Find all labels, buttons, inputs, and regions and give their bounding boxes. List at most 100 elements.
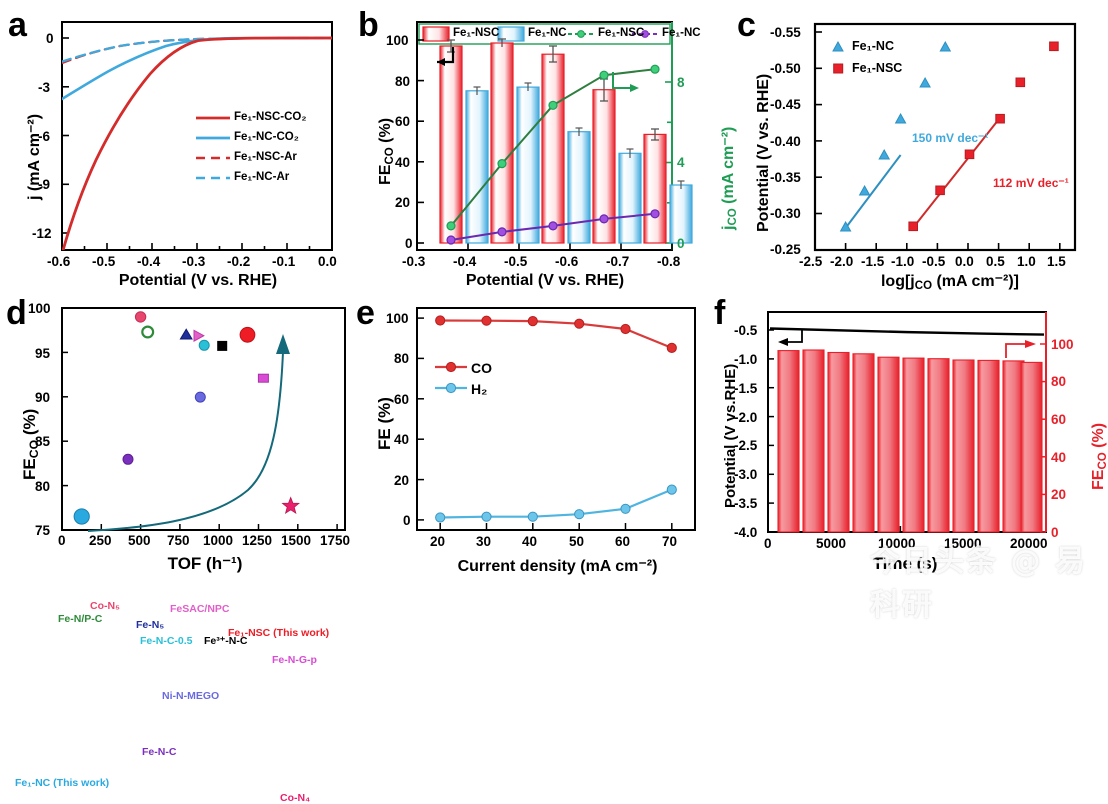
panel-f-y2tick-0: 0 [1051,525,1059,540]
panel-b-y2tick-2: 8 [677,75,685,90]
panel-f-y2label: FECO (%) [1090,423,1108,490]
panel-a-xtick-3: -0.3 [182,254,206,269]
panel-b-ytick-3: 60 [395,114,411,129]
panel-f-ytick-0: -0.5 [734,323,758,338]
panel-c-legend-0: Fe₁-NC [852,39,894,53]
panel-c: -2.5 -2.0 -1.5 -1.0 -0.5 0.0 0.5 1.0 1.5… [735,0,1108,292]
panel-a-ylabel: j (mA cm⁻²) [26,113,43,200]
panel-c-xlabel-sub: CO [914,279,933,292]
panel-f-y2tick-1: 20 [1051,487,1067,502]
panel-b-xlabel: Potential (V vs. RHE) [465,272,625,289]
panel-d-plot [61,307,346,532]
panel-c-plot [813,22,1077,252]
panel-c-xtick-4: -0.5 [922,254,946,269]
panel-f: 0 5000 10000 15000 20000 -0.5 -1.0 -1.5 … [710,290,1108,586]
panel-f-y2label-main: FE [1090,469,1107,490]
panel-b-y2tick-1: 4 [677,155,685,170]
panel-label-c: c [737,6,756,44]
panel-f-ylabel: Potential (V vs.RHE) [722,363,739,508]
panel-e-ytick-1: 20 [394,473,410,488]
panel-b-ytick-1: 20 [395,195,411,210]
panel-a-xtick-5: -0.1 [272,254,296,269]
panel-f-y2tick-3: 60 [1051,412,1067,427]
panel-c-ylabel: Potential (V vs. RHE) [755,73,772,232]
panel-a-xtick-2: -0.4 [137,254,161,269]
panel-d-xlabel: TOF (h⁻¹) [167,554,243,573]
panel-b-legend-3: Fe₁-NC [662,27,701,39]
panel-b-xtick-3: -0.6 [555,254,579,269]
panel-d-xtick-2: 500 [128,533,151,548]
panel-label-b: b [358,6,379,44]
panel-e-xtick-0: 20 [430,534,446,549]
panel-d-point-label-fe1-nc-this-work: Fe₁-NC (This work) [15,777,110,789]
panel-e-legend-1: H₂ [471,381,488,397]
panel-e-xtick-4: 60 [615,534,631,549]
panel-c-xtick-5: 0.0 [955,254,974,269]
panel-d-ytick-1: 80 [35,479,51,494]
panel-f-ytick-1: -1.0 [734,352,758,367]
panel-c-xtick-8: 1.5 [1047,254,1066,269]
panel-a-plot [61,21,333,251]
panel-d-xtick-3: 750 [167,533,190,548]
panel-b-xtick-5: -0.8 [657,254,681,269]
panel-d-ytick-5: 100 [28,301,51,316]
panel-f-xtick-4: 20000 [1010,536,1048,551]
panel-f-y2tick-4: 80 [1051,374,1067,389]
panel-a-legend-0: Fe₁-NSC-CO₂ [234,111,307,123]
panel-label-e: e [356,294,375,332]
panel-d-point-label-co-n4: Co-N₄ [280,792,311,804]
panel-c-xtick-1: -2.0 [830,254,854,269]
panel-e-xlabel: Current density (mA cm⁻²) [457,558,658,575]
panel-a-xtick-4: -0.2 [227,254,251,269]
panel-b-ytick-4: 80 [395,74,411,89]
panel-a-legend-3: Fe₁-NC-Ar [234,171,290,183]
panel-b-ylabel-main: FE [377,164,394,185]
panel-b-y2tick-0: 0 [677,236,685,251]
panel-d-point-label-fe-n-g-p: Fe-N-G-p [272,654,317,666]
panel-a-ytick-0: 0 [46,31,54,46]
panel-c-annotation-1: 112 mV dec⁻¹ [993,176,1069,190]
panel-d-xtick-4: 1000 [203,533,234,548]
panel-c-xtick-3: -1.0 [891,254,915,269]
panel-f-y2tick-5: 100 [1051,337,1074,352]
panel-d-ytick-4: 95 [35,346,51,361]
panel-d-point-label-fe-n-c: Fe-N-C [142,746,177,758]
panel-b-ylabel: FECO (%) [377,118,396,185]
panel-label-f: f [714,294,726,332]
panel-c-xlabel: log[jCO (mA cm⁻²)] [830,271,1070,292]
panel-a-xtick-0: -0.6 [47,254,71,269]
panel-f-ytick-6: -3.5 [734,496,758,511]
panel-d-point-label-ni-n-mego: Ni-N-MEGO [162,690,220,702]
panel-b-xtick-0: -0.3 [402,254,426,269]
panel-e-ytick-3: 60 [394,392,410,407]
panel-b-ytick-2: 40 [395,155,411,170]
panel-d: Co-N₅ Fe-N/P-C Fe-N₅ FeSAC/NPC Fe₁-NSC (… [0,290,360,804]
panel-f-plot [767,311,1047,533]
panel-e-ytick-2: 40 [394,432,410,447]
panel-a-ytick-4: -12 [32,226,52,241]
panel-e-ylabel: FE (%) [375,397,394,450]
panel-f-y2label-unit: (%) [1090,422,1107,453]
panel-b-plot [416,21,693,251]
panel-b-ytick-0: 0 [405,236,413,251]
panel-f-ytick-7: -4.0 [734,525,758,540]
panel-c-annotation-0: 150 mV dec⁻¹ [912,131,989,145]
panel-d-point-label-co-n5-a: Co-N₅ [90,600,120,612]
panel-c-ytick-3: -0.40 [770,134,801,149]
panel-e-ytick-4: 80 [394,351,410,366]
panel-f-y2label-sub: CO [1096,452,1108,470]
panel-c-legend-1: Fe₁-NSC [852,61,903,75]
panel-f-xlabel: Time (s) [872,554,938,573]
panel-d-ytick-3: 90 [35,390,51,405]
panel-d-point-label-fe-n5: Fe-N₅ [136,619,165,631]
panel-c-xtick-0: -2.5 [799,254,823,269]
panel-c-xtick-6: 0.5 [986,254,1005,269]
panel-label-a: a [8,6,27,44]
watermark: 今日头条 @ 易科研 [870,544,1087,623]
panel-d-ylabel-main: FE [20,458,39,480]
panel-e-plot [416,307,696,531]
panel-d-point-label-fe3-n-c: Fe³⁺-N-C [204,635,248,647]
panel-a-legend-2: Fe₁-NSC-Ar [234,151,297,163]
panel-a-legend-1: Fe₁-NC-CO₂ [234,131,299,143]
